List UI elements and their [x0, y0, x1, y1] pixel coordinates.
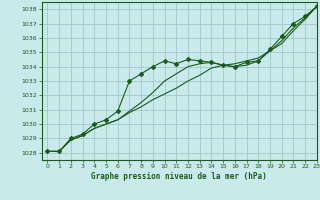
- X-axis label: Graphe pression niveau de la mer (hPa): Graphe pression niveau de la mer (hPa): [91, 172, 267, 181]
